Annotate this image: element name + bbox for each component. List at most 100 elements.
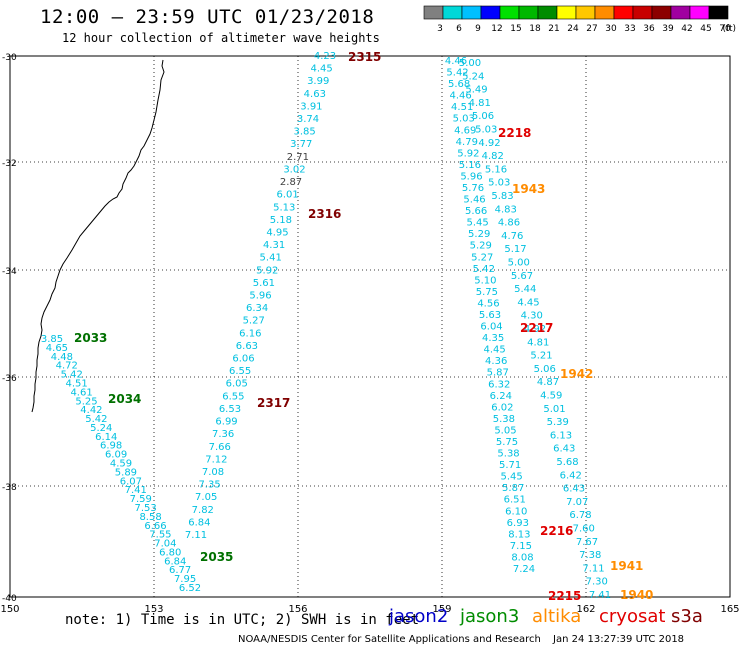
s3a-track-value: 5.18 bbox=[270, 215, 292, 226]
multi-track-value: 4.56 bbox=[477, 298, 499, 309]
multi-track-value: 6.43 bbox=[553, 444, 575, 455]
multi-track-value: 5.92 bbox=[457, 148, 479, 159]
multi-track-value: 5.21 bbox=[530, 351, 552, 362]
multi-track-value: 4.30 bbox=[521, 311, 543, 322]
s3a-track-value: 5.13 bbox=[273, 202, 295, 213]
multi-track-value: 6.51 bbox=[504, 495, 526, 506]
jason3-track-value: 6.84 bbox=[164, 556, 186, 567]
legend-bin-label: 33 bbox=[624, 24, 635, 34]
legend-unit: (ft) bbox=[722, 24, 736, 34]
s3a-track-value: 4.63 bbox=[304, 89, 326, 100]
multi-track-value: 7.11 bbox=[582, 563, 604, 574]
satellite-label-s3a: s3a bbox=[671, 606, 703, 627]
legend-bin-label: 36 bbox=[643, 24, 655, 34]
s3a-track-value: 7.35 bbox=[198, 480, 220, 491]
time-label: 2317 bbox=[257, 396, 290, 410]
multi-track-value: 5.29 bbox=[468, 229, 490, 240]
multi-track-value: 4.46 bbox=[445, 56, 467, 67]
jason3-track-value: 5.42 bbox=[85, 414, 107, 425]
x-tick-label: 153 bbox=[144, 604, 163, 615]
multi-track-value: 5.44 bbox=[514, 284, 536, 295]
multi-track-value: 5.46 bbox=[463, 195, 485, 206]
multi-track-value: 4.92 bbox=[478, 138, 500, 149]
multi-track-value: 5.03 bbox=[488, 178, 510, 189]
s3a-track-value: 4.23 bbox=[314, 51, 336, 62]
legend-swatch bbox=[575, 5, 596, 20]
multi-track-value: 5.71 bbox=[499, 460, 521, 471]
multi-track-value: 5.17 bbox=[504, 244, 526, 255]
s3a-track-value: 5.96 bbox=[249, 291, 271, 302]
jason3-track-value: 4.51 bbox=[66, 378, 88, 389]
multi-track-value: 7.60 bbox=[573, 524, 595, 535]
multi-track-value: 6.32 bbox=[488, 379, 510, 390]
y-tick-label: -30 bbox=[2, 53, 17, 63]
multi-track-value: 4.76 bbox=[501, 231, 523, 242]
multi-track-value: 7.07 bbox=[566, 497, 588, 508]
s3a-track-value: 6.55 bbox=[229, 366, 251, 377]
multi-track-value: 5.29 bbox=[470, 241, 492, 252]
multi-track-value: 4.82 bbox=[482, 151, 504, 162]
satellite-label-altika: altika bbox=[532, 606, 582, 627]
time-label: 2315 bbox=[348, 50, 381, 64]
multi-track-value: 4.69 bbox=[454, 125, 476, 136]
x-tick-label: 150 bbox=[0, 604, 19, 615]
multi-track-value: 8.08 bbox=[511, 552, 533, 563]
jason3-track-value: 4.65 bbox=[46, 343, 68, 354]
jason3-track-value: 6.07 bbox=[120, 476, 142, 487]
time-label: 2216 bbox=[540, 524, 573, 538]
multi-track-value: 4.79 bbox=[456, 137, 478, 148]
multi-track-value: 6.93 bbox=[507, 518, 529, 529]
legend-swatch bbox=[556, 5, 577, 20]
jason3-track-value: 6.80 bbox=[159, 547, 181, 558]
multi-track-value: 5.68 bbox=[556, 457, 578, 468]
jason3-track-value: 4.59 bbox=[110, 459, 132, 470]
jason3-track-value: 6.09 bbox=[105, 450, 127, 461]
time-label: 2034 bbox=[108, 392, 141, 406]
multi-track-value: 6.10 bbox=[505, 506, 527, 517]
multi-track-value: 5.49 bbox=[465, 85, 487, 96]
jason3-track-value: 7.04 bbox=[154, 539, 176, 550]
multi-track-value: 5.42 bbox=[473, 264, 495, 275]
page-title: 12:00 – 23:59 UTC 01/23/2018 bbox=[40, 6, 375, 28]
multi-track-value: 5.67 bbox=[511, 271, 533, 282]
multi-track-value: 4.45 bbox=[484, 345, 506, 356]
time-label: 2215 bbox=[548, 589, 581, 603]
s3a-track-value: 7.12 bbox=[205, 454, 227, 465]
legend-swatch bbox=[537, 5, 558, 20]
multi-track-value: 5.16 bbox=[485, 164, 507, 175]
s3a-track-value: 4.45 bbox=[310, 64, 332, 75]
multi-track-value: 4.81 bbox=[469, 98, 491, 109]
y-tick-label: -40 bbox=[2, 594, 17, 604]
multi-track-value: 5.16 bbox=[459, 160, 481, 171]
legend-swatch bbox=[708, 5, 729, 20]
multi-track-value: 5.87 bbox=[502, 483, 524, 494]
jason3-track-value: 6.52 bbox=[179, 583, 201, 594]
x-tick-label: 162 bbox=[576, 604, 595, 615]
multi-track-value: 7.30 bbox=[586, 577, 608, 588]
legend-swatch bbox=[689, 5, 710, 20]
jason3-track-value: 7.53 bbox=[135, 503, 157, 514]
multi-track-value: 7.67 bbox=[576, 537, 598, 548]
multi-track-value: 5.96 bbox=[460, 171, 482, 182]
s3a-track-value: 6.16 bbox=[239, 328, 261, 339]
multi-track-value: 6.43 bbox=[563, 484, 585, 495]
s3a-track-value: 6.05 bbox=[226, 379, 248, 390]
multi-track-value: 4.45 bbox=[517, 297, 539, 308]
s3a-track-value: 4.95 bbox=[266, 227, 288, 238]
s3a-track-value: 7.11 bbox=[185, 530, 207, 541]
s3a-track-value: 3.77 bbox=[290, 139, 312, 150]
s3a-track-value: 3.02 bbox=[283, 164, 305, 175]
multi-track-value: 4.83 bbox=[495, 204, 517, 215]
jason3-track-value: 7.59 bbox=[130, 494, 152, 505]
jason3-track-value: 3.85 bbox=[41, 334, 63, 345]
time-label: 1940 bbox=[620, 588, 653, 602]
multi-track-value: 4.36 bbox=[485, 356, 507, 367]
time-label: 2033 bbox=[74, 331, 107, 345]
legend-bin-label: 70 bbox=[719, 24, 731, 34]
s3a-track-value: 2.87 bbox=[280, 177, 302, 188]
s3a-track-value: 7.66 bbox=[209, 442, 231, 453]
multi-track-value: 5.68 bbox=[448, 79, 470, 90]
legend-swatch bbox=[518, 5, 539, 20]
s3a-track-value: 5.41 bbox=[260, 253, 282, 264]
legend-bin-label: 12 bbox=[491, 24, 502, 34]
